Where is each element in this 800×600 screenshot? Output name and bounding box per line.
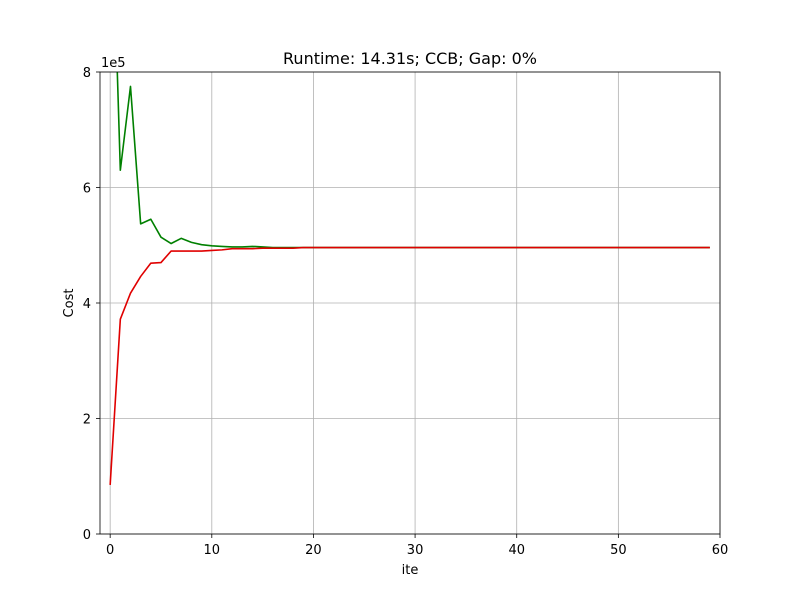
x-tick-label: 0 bbox=[106, 543, 114, 558]
x-tick-label: 50 bbox=[610, 543, 627, 558]
series-line-red bbox=[109, 246, 710, 485]
x-axis-label: ite bbox=[402, 563, 419, 578]
y-tick-label: 8 bbox=[83, 66, 91, 81]
y-tick-label: 0 bbox=[83, 528, 91, 543]
y-tick-label: 4 bbox=[83, 297, 91, 312]
chart-title: Runtime: 14.31s; CCB; Gap: 0% bbox=[283, 49, 537, 68]
y-tick-label: 2 bbox=[83, 413, 91, 428]
y-axis-label: Cost bbox=[62, 289, 77, 318]
x-tick-label: 60 bbox=[712, 543, 729, 558]
x-tick-label: 40 bbox=[508, 543, 525, 558]
y-offset-label: 1e5 bbox=[101, 56, 126, 71]
y-tick-label: 6 bbox=[83, 182, 91, 197]
ticks: 0 10 20 30 40 50 60 0 2 4 6 8 bbox=[83, 66, 729, 558]
x-tick-label: 20 bbox=[305, 543, 322, 558]
x-tick-label: 10 bbox=[204, 543, 221, 558]
x-tick-label: 30 bbox=[407, 543, 424, 558]
series-group bbox=[109, 72, 710, 485]
